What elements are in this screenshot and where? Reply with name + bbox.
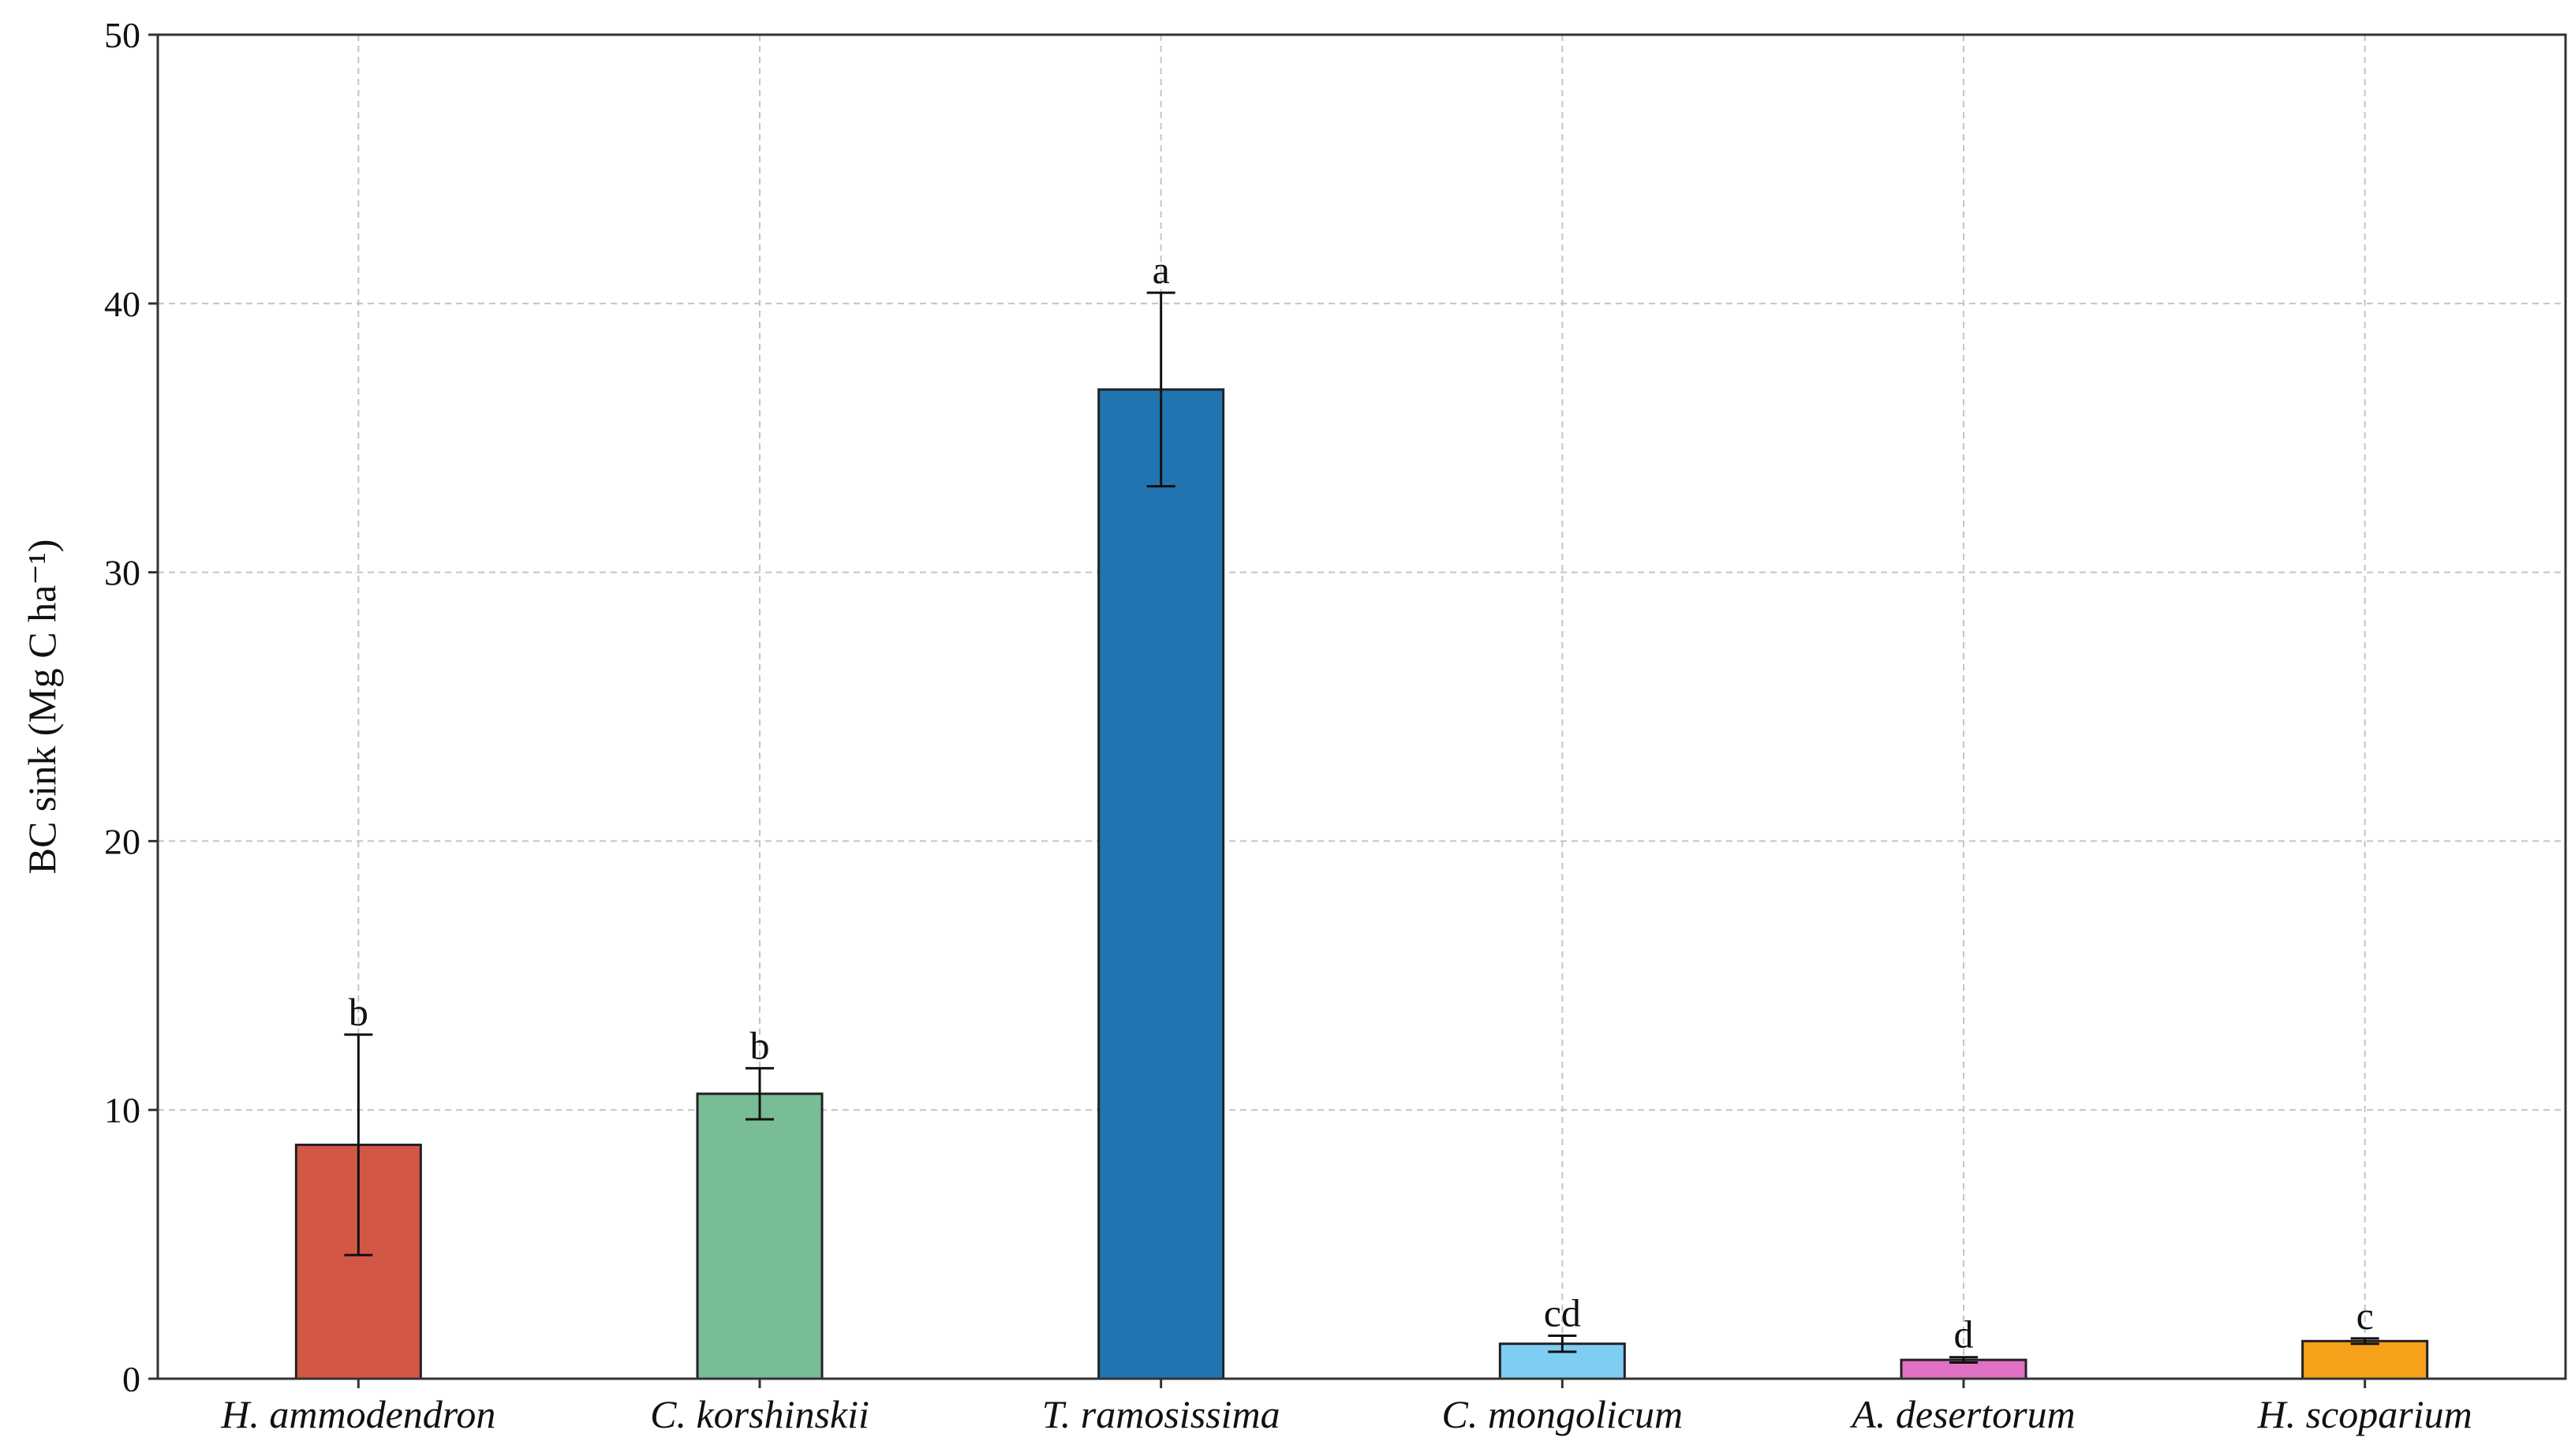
x-axis-category-labels: H. ammodendron C. korshinskii T. ramosissi…	[220, 1379, 2472, 1436]
significance-label: a	[1153, 248, 1170, 292]
x-tick-label: H. ammodendron	[220, 1392, 495, 1436]
y-tick-label: 10	[104, 1090, 140, 1130]
significance-label: b	[750, 1023, 770, 1067]
significance-label: b	[349, 990, 368, 1034]
y-tick-label: 50	[104, 15, 140, 55]
bar	[2301, 1339, 2429, 1380]
bar	[696, 1092, 824, 1380]
bars	[294, 388, 2429, 1380]
x-tick-label: T. ramosissima	[1042, 1392, 1280, 1436]
significance-label: cd	[1544, 1290, 1581, 1335]
x-tick-label: A. desertorum	[1849, 1392, 2075, 1436]
y-axis-title: BC sink (Mg C ha⁻¹)	[20, 539, 64, 875]
error-bars	[344, 291, 2379, 1365]
y-tick-label: 0	[122, 1359, 140, 1399]
x-tick-label: C. mongolicum	[1442, 1392, 1684, 1436]
significance-label: d	[1954, 1312, 1974, 1357]
significance-label: c	[2356, 1294, 2374, 1338]
bar	[1097, 388, 1225, 1380]
y-tick-label: 40	[104, 284, 140, 324]
y-axis-ticks: 0 10 20 30 40 50	[104, 15, 158, 1399]
significance-labels: b b a cd d c	[349, 248, 2374, 1357]
grid-lines	[158, 35, 2566, 1379]
x-tick-label: C. korshinskii	[650, 1392, 869, 1436]
y-tick-label: 30	[104, 553, 140, 593]
x-tick-label: H. scoparium	[2257, 1392, 2472, 1436]
plot-frame	[156, 33, 2567, 1380]
y-tick-label: 20	[104, 821, 140, 861]
